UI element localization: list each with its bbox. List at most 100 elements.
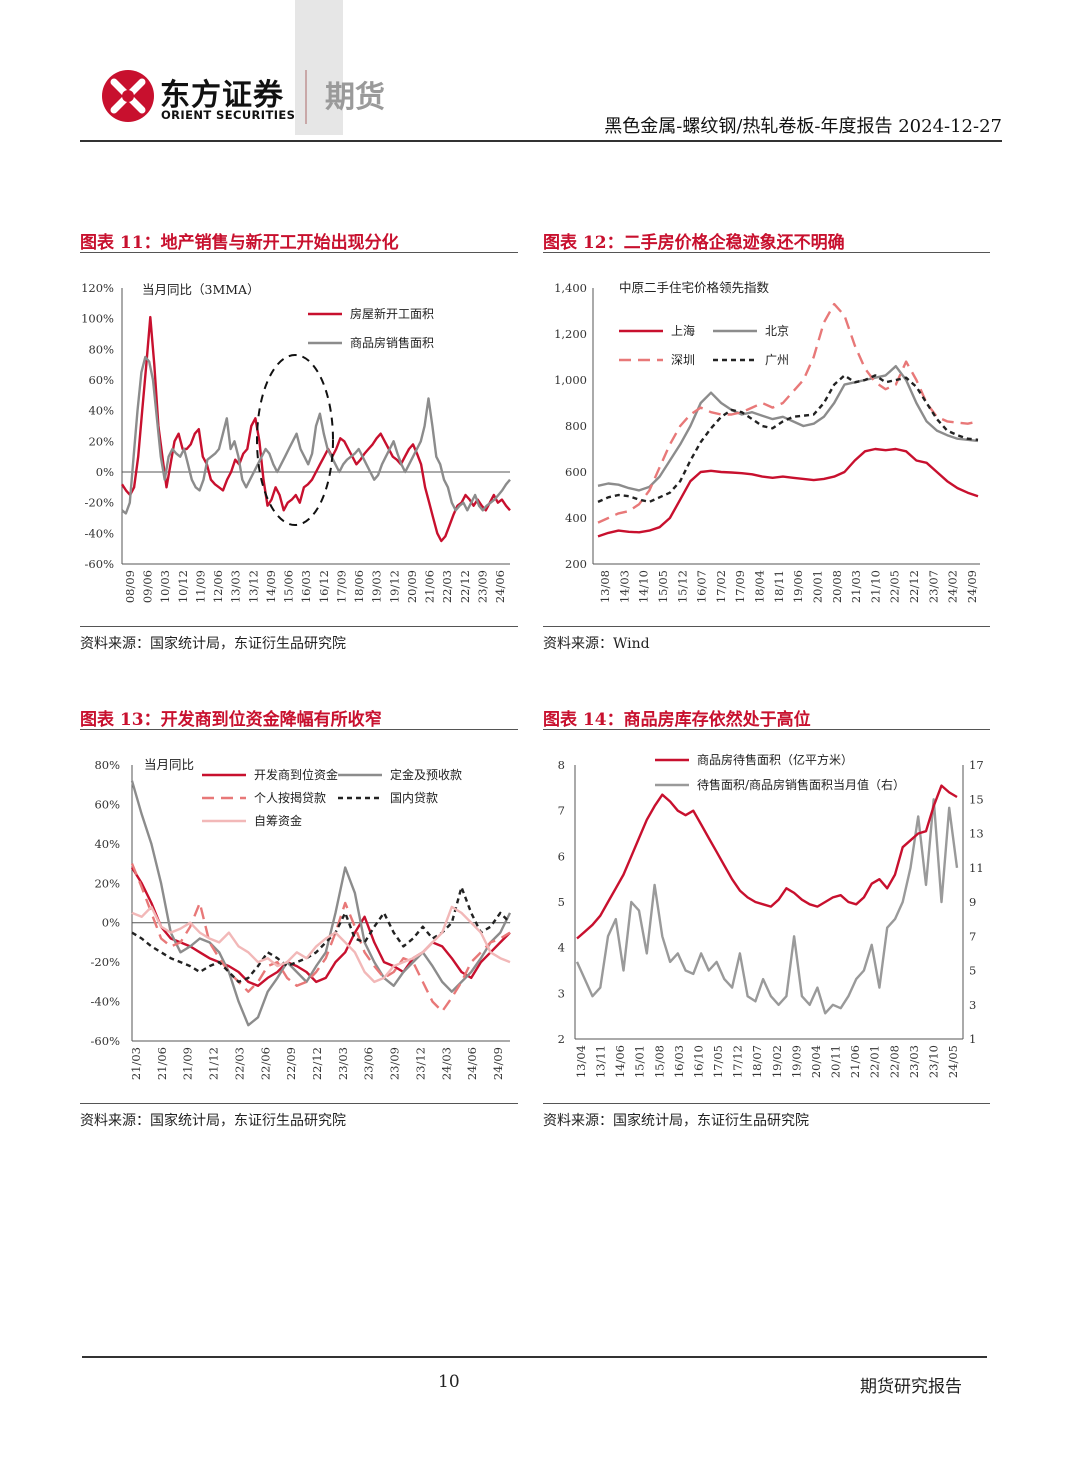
chart-14-y-right-tick: 15 [969,792,984,806]
chart-14-legend-label-1: 待售面积/商品房销售面积当月值（右） [697,777,905,792]
chart-14-series-0 [575,798,959,1015]
chart-14-y-right-tick: 17 [969,758,984,772]
chart-13-series-0 [130,866,511,988]
chart-13-x-tick: 24/06 [465,1047,479,1080]
chart-11-x-tick: 23/09 [475,570,489,603]
chart-14-x-tick: 13/11 [594,1045,608,1078]
chart-12-x-tick: 22/12 [907,570,921,603]
chart-12-legend-label-2: 深圳 [671,353,695,367]
chart-12-y-tick: 200 [565,557,587,571]
chart-13-x-tick: 22/09 [284,1047,298,1080]
chart-13-x-tick: 21/09 [181,1047,195,1080]
header-gray-bar [295,0,343,135]
chart-11-y-tick: 60% [88,373,114,387]
chart-11-y-tick: 120% [81,281,114,295]
chart-12-x-tick: 14/10 [637,570,651,603]
chart-12-x-tick: 18/04 [753,570,767,603]
chart-11-x-tick: 24/06 [493,570,507,603]
chart-11-x-tick: 08/09 [123,570,137,603]
brand-name-cn: 东方证券 [160,78,284,113]
chart-13-x-tick: 24/09 [491,1047,505,1080]
chart-12-y-tick: 1,400 [554,281,587,295]
chart-12-x-tick: 23/07 [926,570,940,603]
chart-12-x-tick: 15/12 [675,570,689,603]
chart-13-title: 当月同比 [144,757,194,772]
chart-14-y-right-tick: 1 [969,1032,976,1046]
chart-13-legend-label-3: 国内贷款 [390,791,438,805]
chart-14-x-tick: 17/05 [711,1045,725,1078]
chart-14-y-left-tick: 8 [558,758,565,772]
figure-13-bottom-rule [80,1103,518,1105]
chart-12-legend-label-1: 北京 [765,324,789,338]
chart-11-y-tick: -40% [85,526,115,540]
chart-12-legend-label-0: 上海 [671,323,695,338]
chart-14-x-tick: 16/03 [672,1045,686,1078]
chart-13-x-tick: 22/12 [310,1047,324,1080]
chart-11-series-1 [121,355,511,515]
chart-14-x-tick: 15/08 [652,1045,666,1078]
footer-label: 期货研究报告 [860,1377,962,1397]
chart-14-x-tick: 13/04 [574,1045,588,1078]
chart-13-x-tick: 22/03 [232,1047,246,1080]
chart-12-x-tick: 14/03 [617,570,631,603]
figure-13-rule [80,729,518,731]
chart-11-x-tick: 11/09 [193,570,207,603]
chart-11-y-tick: 0% [96,465,114,479]
chart-13-series-2 [130,863,511,1013]
chart-11-x-tick: 10/03 [158,570,172,603]
chart-13-x-tick: 23/12 [413,1047,427,1080]
chart-12-y-tick: 600 [565,465,587,479]
chart-14-x-tick: 17/12 [731,1045,745,1078]
footer-rule [82,1356,987,1358]
chart-11-y-tick: 20% [88,434,114,448]
chart-14-x-tick: 18/07 [750,1045,764,1078]
figure-13-source: 资料来源：国家统计局，东证衍生品研究院 [80,1113,346,1129]
chart-12-x-tick: 21/10 [868,570,882,603]
chart-13-x-tick: 21/06 [155,1047,169,1080]
chart-11-x-tick: 15/06 [282,570,296,603]
chart-13-y-tick: -40% [91,995,121,1009]
chart-14-y-right-tick: 9 [969,895,976,909]
chart-12-x-tick: 17/09 [733,570,747,603]
page-number: 10 [438,1372,460,1392]
chart-14-x-tick: 21/06 [848,1045,862,1078]
chart-11-y-tick: 40% [88,404,114,418]
chart-13-y-tick: -20% [91,955,121,969]
chart-12-x-tick: 21/03 [849,570,863,603]
chart-14-x-tick: 20/04 [809,1045,823,1078]
chart-13-y-tick: 60% [94,797,120,811]
chart-12-x-tick: 16/07 [695,570,709,603]
chart-12-x-tick: 13/08 [598,570,612,603]
chart-11-x-tick: 20/09 [405,570,419,603]
report-title: 黑色金属-螺纹钢/热轧卷板-年度报告 2024-12-27 [604,116,1002,137]
chart-11-x-tick: 22/03 [440,570,454,603]
chart-13-y-tick: 20% [94,876,120,890]
chart-13-x-tick: 24/03 [439,1047,453,1080]
chart-13-legend-label-4: 自筹资金 [254,813,302,828]
chart-14-x-tick: 14/06 [613,1045,627,1078]
chart-12-x-tick: 20/08 [830,570,844,603]
chart-11-y-tick: 80% [88,342,114,356]
chart-11-y-tick: -20% [85,496,115,510]
chart-14-y-left-tick: 6 [558,849,565,863]
chart-11-x-tick: 16/03 [299,570,313,603]
chart-14: 8 7 6 5 4 3 2 17 15 13 11 9 7 5 3 1 13/04 13/11 14/06 15/01… [558,752,984,1078]
chart-13-x-tick: 23/03 [336,1047,350,1080]
figure-14-source: 资料来源：国家统计局，东证衍生品研究院 [543,1113,809,1129]
chart-11-y-tick: -60% [85,557,115,571]
chart-14-y-left-tick: 4 [558,941,565,955]
figure-14-rule [543,729,990,731]
chart-13-y-tick: 0% [102,916,120,930]
chart-13-legend-label-2: 个人按揭贷款 [254,790,326,805]
figure-12-title: 图表 12：二手房价格企稳迹象还不明确 [543,233,845,253]
chart-14-legend-label-0: 商品房待售面积（亿平方米） [697,752,853,767]
figure-11-rule [80,252,518,254]
chart-14-x-tick: 20/11 [829,1045,843,1078]
chart-11-x-tick: 18/06 [352,570,366,603]
chart-13-legend-label-1: 定金及预收款 [390,767,462,782]
chart-12-x-tick: 17/02 [714,570,728,603]
chart-11-title: 当月同比（3MMA） [142,282,260,297]
chart-12-x-tick: 24/09 [965,570,979,603]
chart-13-x-tick: 23/09 [388,1047,402,1080]
chart-14-y-left-tick: 3 [558,986,565,1000]
